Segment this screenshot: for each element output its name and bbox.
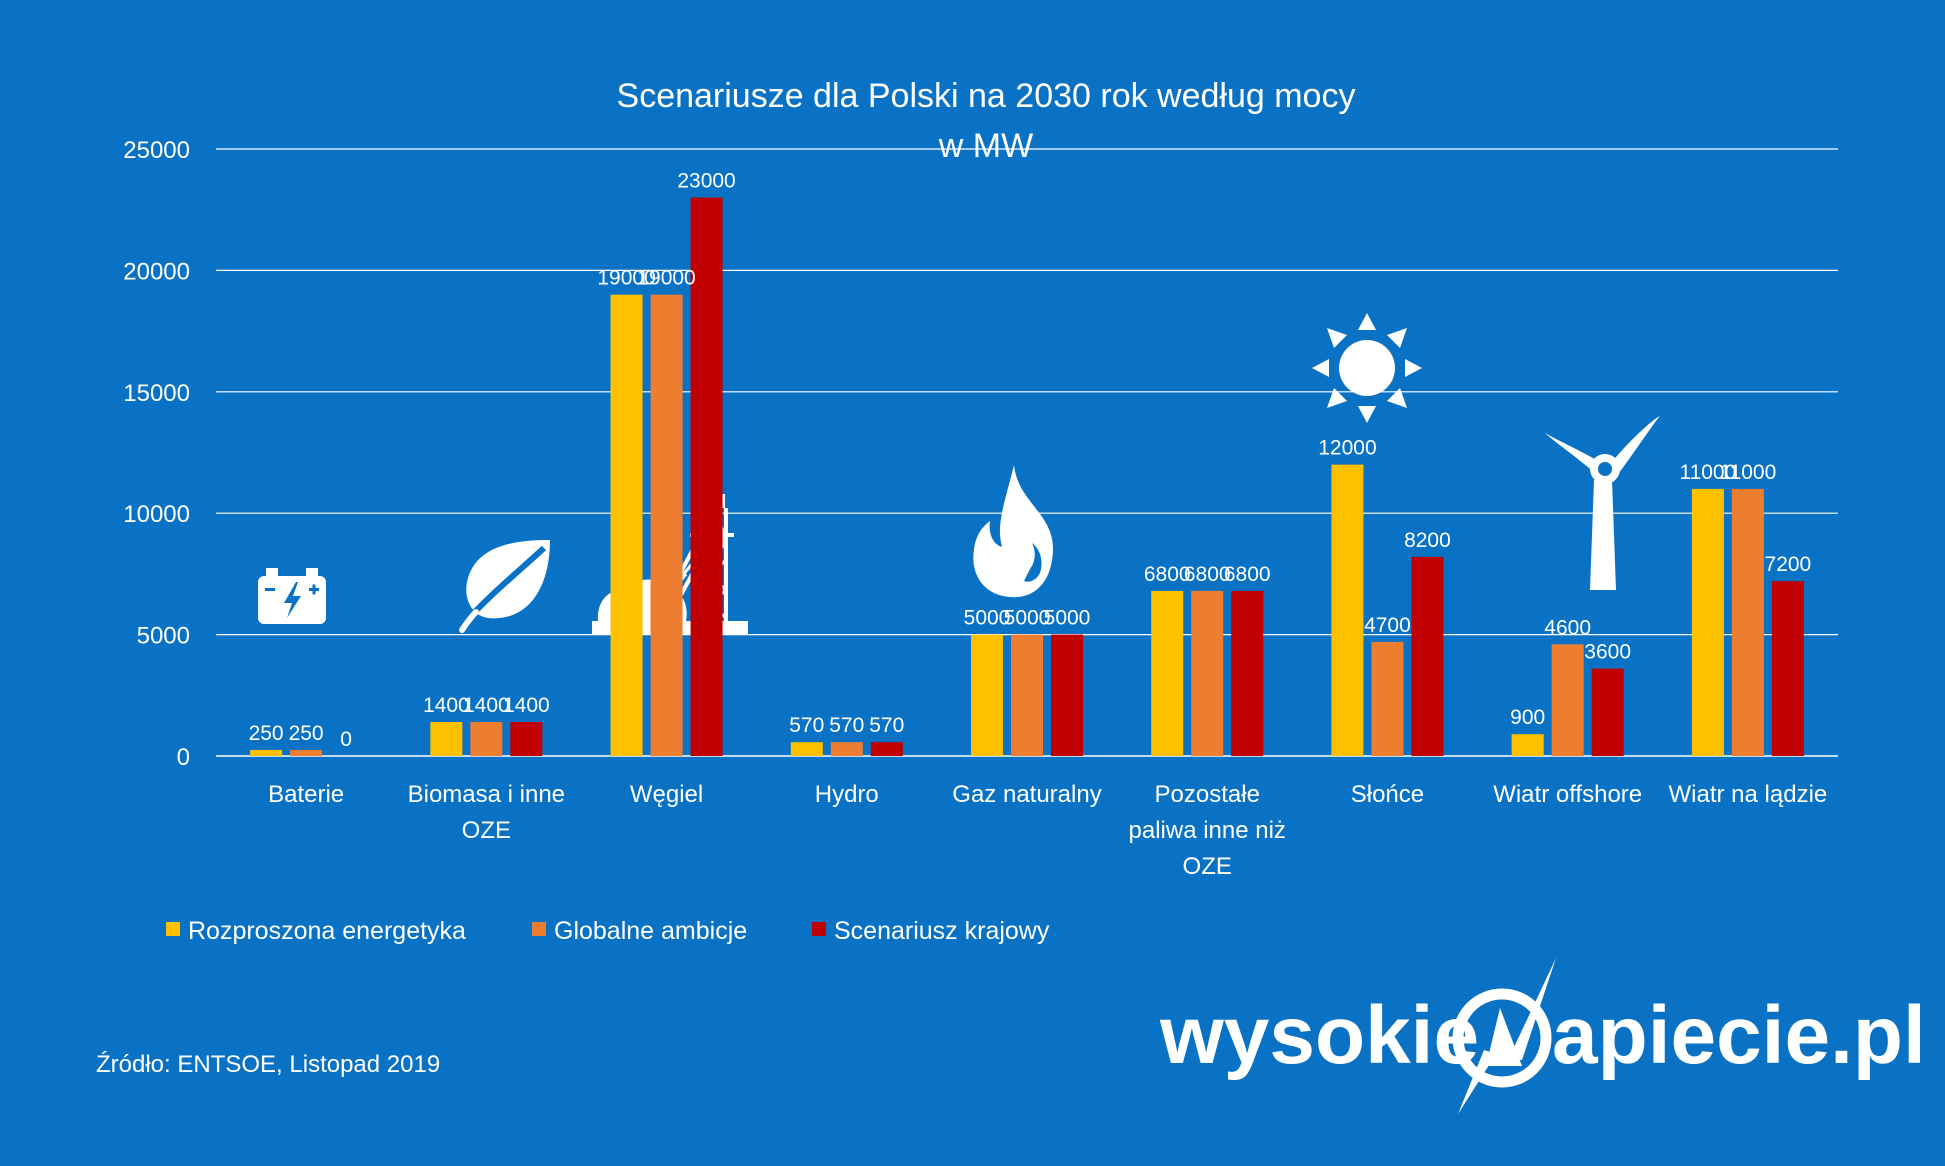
x-category-label: Wiatr offshore [1493, 781, 1642, 808]
legend-label: Rozproszona energetyka [188, 917, 466, 945]
leaf-icon [457, 540, 550, 633]
bar [290, 749, 323, 756]
bar [1051, 634, 1083, 756]
x-category-label: Słońce [1351, 781, 1424, 808]
bar [971, 634, 1003, 756]
bars [250, 197, 1804, 756]
battery-icon [258, 568, 326, 624]
data-label: 570 [829, 714, 864, 737]
bar [470, 722, 503, 756]
y-tick-label: 15000 [123, 380, 190, 407]
data-label: 19000 [597, 267, 655, 290]
bar [830, 742, 863, 756]
logo-text-left: wysokie [1159, 990, 1479, 1081]
y-tick-label: 0 [177, 744, 190, 771]
logo: wysokie apiecie.pl [1159, 958, 1926, 1114]
data-label: 11000 [1719, 461, 1776, 484]
sun-icon [1312, 313, 1422, 423]
bar [1151, 590, 1184, 756]
data-label: 11000 [1679, 461, 1736, 484]
x-category-label: Gaz naturalny [952, 781, 1101, 808]
category-icons [258, 313, 1660, 635]
y-tick-label: 5000 [137, 623, 190, 650]
data-label: 8200 [1404, 529, 1451, 552]
bar [1591, 668, 1624, 756]
x-category-label: Pozostałe [1155, 781, 1260, 808]
x-category-label: paliwa inne niż [1129, 817, 1286, 844]
x-category-label: Biomasa i inne [408, 781, 565, 808]
data-label: 570 [789, 714, 824, 737]
legend-swatch [166, 922, 180, 936]
bar [1691, 488, 1724, 756]
data-label: 3600 [1584, 641, 1631, 664]
chart-title: Scenariusze dla Polski na 2030 rok wedłu… [617, 77, 1356, 115]
legend-swatch [812, 922, 826, 936]
bar [1771, 581, 1804, 756]
x-category-label: OZE [462, 817, 511, 844]
data-label: 0 [340, 728, 352, 751]
data-label: 6800 [1224, 563, 1271, 586]
data-label: 570 [869, 714, 904, 737]
y-tick-label: 20000 [123, 258, 190, 285]
wind-turbine-icon [1544, 416, 1660, 590]
bar [1331, 464, 1364, 756]
y-tick-label: 10000 [123, 501, 190, 528]
data-label: 19000 [637, 267, 695, 290]
legend-swatch [532, 922, 546, 936]
data-label: 1400 [423, 694, 470, 717]
x-category-label: Hydro [815, 781, 879, 808]
data-label: 4700 [1364, 614, 1411, 637]
x-category-label: OZE [1183, 853, 1232, 880]
flame-icon [973, 465, 1054, 598]
chart-subtitle: w MW [938, 127, 1033, 165]
y-tick-label: 25000 [123, 137, 190, 164]
data-label: 1400 [463, 694, 510, 717]
legend-label: Scenariusz krajowy [834, 917, 1050, 945]
data-label: 900 [1510, 706, 1545, 729]
data-label: 5000 [1004, 607, 1051, 630]
data-label: 6800 [1184, 563, 1231, 586]
data-label: 7200 [1765, 553, 1812, 576]
data-label: 1400 [503, 694, 550, 717]
bar [870, 742, 903, 756]
x-category-label: Węgiel [630, 781, 703, 808]
bar [430, 722, 463, 756]
bar [1411, 556, 1444, 756]
data-label: 5000 [964, 607, 1011, 630]
data-label: 250 [289, 722, 324, 745]
data-label: 6800 [1144, 563, 1191, 586]
bar [610, 294, 643, 756]
bar [790, 742, 823, 756]
x-category-label: Baterie [268, 781, 344, 808]
source-note: Źródło: ENTSOE, Listopad 2019 [96, 1051, 440, 1078]
bar [510, 722, 543, 756]
data-label: 4600 [1544, 616, 1591, 639]
bar [690, 197, 723, 756]
bar [1011, 634, 1043, 756]
bar [650, 294, 683, 756]
bar [1551, 644, 1584, 756]
bar [1191, 590, 1224, 756]
bar [250, 749, 283, 756]
x-category-label: Wiatr na lądzie [1669, 781, 1828, 808]
bar [1731, 488, 1764, 756]
legend: Rozproszona energetyka Globalne ambicje Sc… [166, 917, 1050, 945]
y-axis-ticks: 0 5000 10000 15000 20000 25000 [123, 137, 190, 771]
logo-text-right: apiecie.pl [1552, 990, 1926, 1081]
data-label: 250 [249, 722, 284, 745]
legend-label: Globalne ambicje [554, 917, 747, 945]
bar [1371, 641, 1404, 756]
data-label: 12000 [1318, 437, 1376, 460]
data-label: 5000 [1044, 607, 1091, 630]
lightning-n-icon [1452, 958, 1556, 1114]
x-axis-categories: Baterie Biomasa i inne OZE Węgiel Hydro Gaz n… [268, 781, 1827, 880]
bar [1231, 590, 1264, 756]
bar [1511, 734, 1544, 756]
data-label: 23000 [677, 170, 735, 193]
